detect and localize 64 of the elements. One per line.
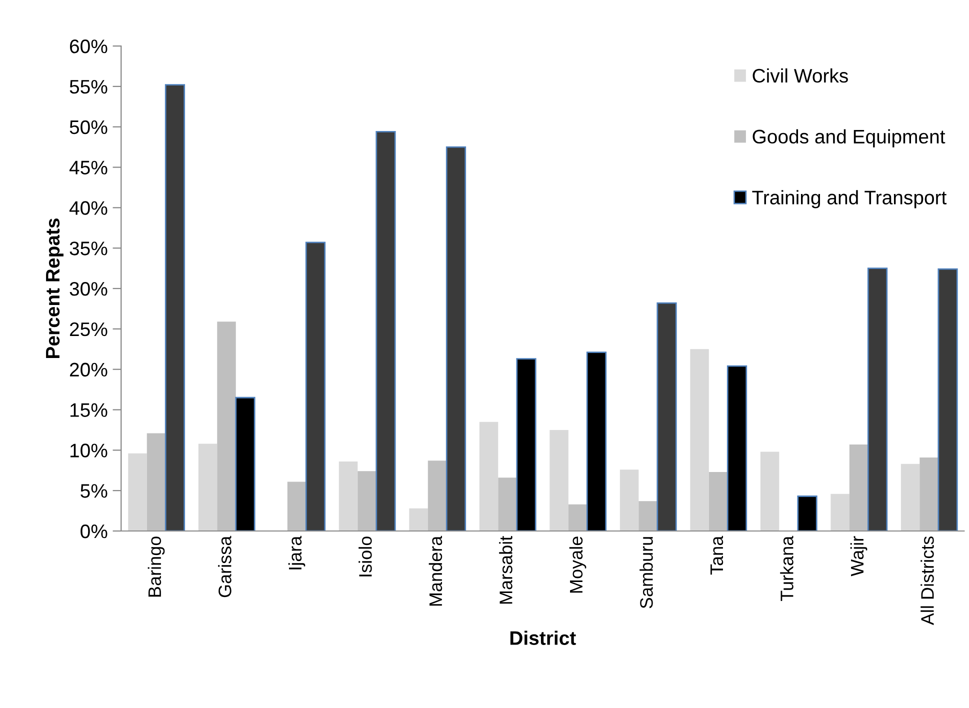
x-tick-label: Samburu xyxy=(640,537,653,608)
y-tick-label: 30% xyxy=(70,282,108,296)
bar xyxy=(708,472,728,531)
y-tick-label: 55% xyxy=(70,80,108,94)
bar xyxy=(376,131,396,531)
bar xyxy=(358,471,376,531)
y-tick-label: 45% xyxy=(69,160,108,174)
x-tick-label: Ijara xyxy=(288,536,306,570)
y-tick-label: 35% xyxy=(70,242,108,256)
bar xyxy=(146,433,166,531)
bar xyxy=(198,444,218,531)
bar xyxy=(586,352,607,531)
bar xyxy=(638,501,658,531)
bar xyxy=(305,242,326,531)
x-tick-label: Turkana xyxy=(780,536,794,602)
bar xyxy=(830,494,850,531)
bar xyxy=(128,453,147,531)
bar xyxy=(849,444,868,531)
y-tick-label: 0% xyxy=(80,524,108,538)
bar xyxy=(479,422,498,531)
y-axis-title: Percent Repats xyxy=(46,218,64,358)
y-tick-label: 60% xyxy=(70,39,108,54)
x-tick-label: Wajir xyxy=(850,536,868,576)
y-tick-label: 20% xyxy=(70,362,108,377)
bar xyxy=(900,464,920,531)
x-tick-label: Garissa xyxy=(218,536,232,598)
bar xyxy=(867,268,888,531)
bar xyxy=(568,504,588,531)
bar xyxy=(690,349,709,531)
bar xyxy=(656,302,677,531)
legend-label: Civil Works xyxy=(752,68,848,83)
bar xyxy=(516,358,536,531)
bar xyxy=(938,268,958,531)
bar xyxy=(620,470,639,531)
bar xyxy=(726,365,748,531)
bar xyxy=(446,146,466,531)
bar xyxy=(409,508,428,531)
x-tick-label: Marsabit xyxy=(499,536,512,604)
y-tick-label: 5% xyxy=(80,484,108,498)
legend-label: Goods and Equipment xyxy=(752,129,946,148)
bar xyxy=(217,322,236,531)
bar xyxy=(164,84,186,531)
bar xyxy=(498,478,517,531)
x-tick-label: Isiolo xyxy=(358,536,372,576)
bar xyxy=(797,496,818,531)
y-tick-label: 25% xyxy=(70,322,108,336)
bar xyxy=(338,461,358,531)
y-tick-label: 50% xyxy=(70,120,108,134)
x-tick-label: Moyale xyxy=(569,536,586,593)
x-tick-label: Tana xyxy=(710,536,724,575)
x-tick-label: Mandera xyxy=(428,536,442,606)
x-tick-label: All Districts xyxy=(920,536,934,626)
x-axis-title: District xyxy=(510,630,576,645)
bar xyxy=(760,452,780,531)
bar xyxy=(287,482,306,531)
bar xyxy=(550,430,568,531)
bar xyxy=(920,457,938,531)
legend-label: Training and Transport xyxy=(752,190,947,208)
y-tick-label: 10% xyxy=(70,444,108,458)
y-tick-label: 40% xyxy=(69,201,108,215)
bar xyxy=(235,396,256,531)
bar xyxy=(428,460,447,531)
x-tick-label: Baringo xyxy=(148,536,165,597)
y-tick-label: 15% xyxy=(70,403,108,417)
